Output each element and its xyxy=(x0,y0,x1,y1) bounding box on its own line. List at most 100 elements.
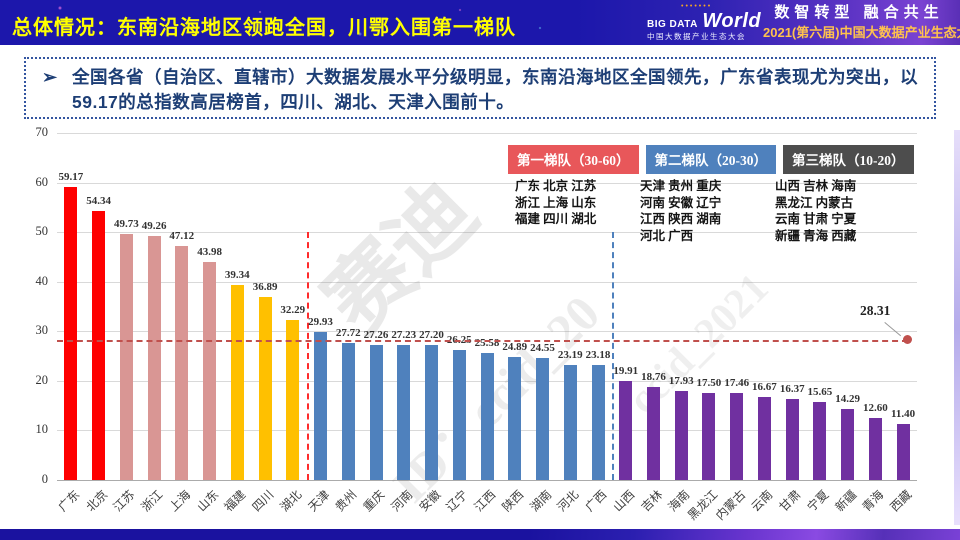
logo-dots-icon: ••••••• xyxy=(681,3,713,10)
slogan-line2: 2021(第六届)中国大数据产业生态大会 xyxy=(763,25,960,40)
x-axis-label: 广西 xyxy=(582,487,610,515)
x-axis-label: 甘肃 xyxy=(776,487,804,515)
bar-value-label: 36.89 xyxy=(252,281,278,294)
bar xyxy=(591,365,605,480)
summary-box: ➢ 全国各省（自治区、直辖市）大数据发展水平分级明显，东南沿海地区全国领先，广东… xyxy=(24,57,936,119)
bar-value-label: 12.60 xyxy=(863,401,888,414)
x-axis-label: 西藏 xyxy=(887,487,915,515)
bar xyxy=(896,423,910,480)
bar xyxy=(813,402,827,480)
y-tick-label: 50 xyxy=(35,224,49,239)
slogan-line1: 数智转型 融合共生 xyxy=(774,4,944,21)
right-edge-decoration xyxy=(954,130,960,525)
logo-brand-sub: 中国大数据产业生态大会 xyxy=(647,32,746,41)
bar xyxy=(536,358,549,480)
bar xyxy=(64,186,78,480)
bar xyxy=(230,285,244,480)
x-axis-label: 重庆 xyxy=(360,487,388,515)
x-axis-label: 湖北 xyxy=(277,487,305,515)
tier-members-line: 河北 广西 xyxy=(640,228,694,243)
bar xyxy=(785,398,799,480)
x-axis-label: 辽宁 xyxy=(443,487,471,515)
header-bar: 总体情况：东南沿海地区领跑全国，川鄂入围第一梯队 ••••••• BIG DAT… xyxy=(0,0,960,45)
x-axis-label: 黑龙江 xyxy=(684,487,721,523)
tier-divider-line xyxy=(611,232,614,480)
legend-tier-box: 第二梯队（20-30） xyxy=(645,145,776,174)
x-axis-label: 广东 xyxy=(55,487,83,515)
y-tick-label: 40 xyxy=(35,273,49,288)
logo-brand-main: World xyxy=(702,10,762,32)
bar-value-label: 29.93 xyxy=(308,315,333,328)
gridline xyxy=(57,480,917,481)
tier-members-line: 云南 甘肃 宁夏 xyxy=(775,212,857,226)
bar xyxy=(868,417,882,480)
x-axis-label: 上海 xyxy=(166,487,194,515)
average-line xyxy=(57,339,908,342)
bar xyxy=(425,345,438,480)
x-axis-label: 天津 xyxy=(304,487,332,515)
tier-members-line: 江西 陕西 湖南 xyxy=(640,212,722,226)
tier-members-line: 新疆 青海 西藏 xyxy=(775,228,857,243)
x-axis-label: 青海 xyxy=(859,487,887,515)
bar xyxy=(92,210,106,480)
bar-value-label: 14.29 xyxy=(835,393,860,406)
bar-value-label: 24.55 xyxy=(530,342,555,355)
bar-value-label: 17.46 xyxy=(724,377,750,390)
bar xyxy=(203,262,217,480)
x-axis-label: 云南 xyxy=(748,487,776,515)
page-title: 总体情况：东南沿海地区领跑全国，川鄂入围第一梯队 xyxy=(12,17,516,39)
bar xyxy=(258,297,272,480)
x-axis-label: 河北 xyxy=(554,487,582,515)
average-connector-line xyxy=(884,321,902,336)
y-tick-label: 60 xyxy=(35,174,49,189)
bar xyxy=(341,342,355,480)
x-axis-label: 江西 xyxy=(471,487,499,515)
tier-divider-line xyxy=(306,232,309,480)
bar xyxy=(647,387,660,480)
bar-value-label: 54.34 xyxy=(86,194,111,207)
gridline xyxy=(57,331,917,333)
y-tick-label: 0 xyxy=(41,472,48,486)
x-axis-label: 浙江 xyxy=(138,487,166,515)
bigdata-world-logo: ••••••• BIG DATA World 中国大数据产业生态大会 xyxy=(647,3,772,41)
bar xyxy=(757,397,771,480)
bar xyxy=(369,344,383,480)
bar xyxy=(397,345,411,480)
bar xyxy=(619,381,633,480)
y-tick-label: 30 xyxy=(35,323,49,338)
bar-chart: 0 10 20 30 40 50 60 70 第一梯队（30-60） 第二梯队（20-30） 第三… xyxy=(0,125,960,527)
x-axis-label: 贵州 xyxy=(332,487,360,515)
average-label: 28.31 xyxy=(860,302,891,318)
bar-value-label: 24.89 xyxy=(502,340,528,353)
bar xyxy=(147,235,161,480)
bar-value-label: 49.26 xyxy=(141,219,167,232)
tier-members-line: 河南 安徽 辽宁 xyxy=(640,195,722,210)
x-axis-label: 新疆 xyxy=(832,487,859,515)
bar xyxy=(563,365,577,480)
bar xyxy=(119,233,133,480)
tier-members: 山西 吉林 海南 黑龙江 内蒙古 云南 甘肃 宁夏 新疆 青海 西藏 xyxy=(775,178,856,244)
bar-value-label: 27.23 xyxy=(391,329,417,341)
bar-value-label: 32.29 xyxy=(280,303,306,316)
gridline xyxy=(57,281,917,283)
bar-value-label: 27.26 xyxy=(363,328,389,341)
x-axis-label: 河南 xyxy=(388,487,416,515)
tier-members-line: 天津 贵州 重庆 xyxy=(640,179,722,193)
plot-area: 第一梯队（30-60） 第二梯队（20-30） 第三梯队（10-20） 59.17 广… xyxy=(55,133,917,523)
tier-members: 广东 北京 江苏 浙江 上海 山东 福建 四川 湖北 xyxy=(515,178,596,228)
bar xyxy=(730,393,744,480)
tier-members-line: 浙江 上海 山东 xyxy=(515,195,597,210)
gridline xyxy=(57,182,917,184)
average-dot xyxy=(903,335,912,345)
tier-members-line: 黑龙江 内蒙古 xyxy=(775,195,854,210)
x-axis-label: 四川 xyxy=(249,487,277,515)
x-axis-label: 陕西 xyxy=(499,487,527,515)
bar-value-label: 49.73 xyxy=(114,217,139,230)
bar-value-label: 16.67 xyxy=(752,381,777,394)
x-axis-label: 内蒙古 xyxy=(712,487,749,523)
legend-tier-box: 第三梯队（10-20） xyxy=(783,145,914,174)
bar-value-label: 23.18 xyxy=(585,349,611,362)
tier-members-line: 广东 北京 江苏 xyxy=(515,179,597,193)
x-axis-label: 山东 xyxy=(194,487,221,515)
bullet-arrow-icon: ➢ xyxy=(42,67,58,87)
